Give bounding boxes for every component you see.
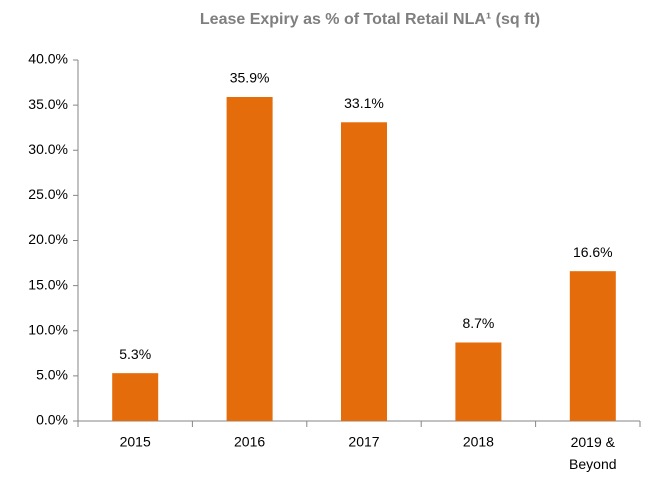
value-label: 16.6%: [573, 244, 613, 260]
bar: [455, 342, 502, 421]
y-tick-label: 10.0%: [28, 321, 68, 337]
y-tick-label: 15.0%: [28, 276, 68, 292]
x-tick-label: 2019 & Beyond: [569, 434, 616, 472]
x-tick-label: 2017: [348, 434, 379, 450]
bar: [569, 271, 616, 421]
y-tick-label: 20.0%: [28, 231, 68, 247]
bar: [226, 97, 273, 421]
bar: [112, 373, 159, 421]
x-tick-label: 2018: [463, 434, 494, 450]
value-label: 35.9%: [230, 70, 270, 86]
y-tick-label: 5.0%: [36, 367, 68, 383]
value-label: 5.3%: [119, 346, 151, 362]
y-tick-label: 35.0%: [28, 96, 68, 112]
y-tick-label: 40.0%: [28, 51, 68, 67]
y-tick-label: 30.0%: [28, 141, 68, 157]
y-tick-label: 0.0%: [36, 412, 68, 428]
value-label: 33.1%: [344, 95, 384, 111]
x-tick-label: 2016: [234, 434, 265, 450]
bar: [341, 122, 387, 422]
value-label: 8.7%: [462, 315, 494, 331]
y-tick-label: 25.0%: [28, 186, 68, 202]
chart-title: Lease Expiry as % of Total Retail NLA¹ (…: [200, 11, 540, 28]
x-tick-label: 2015: [120, 434, 151, 450]
